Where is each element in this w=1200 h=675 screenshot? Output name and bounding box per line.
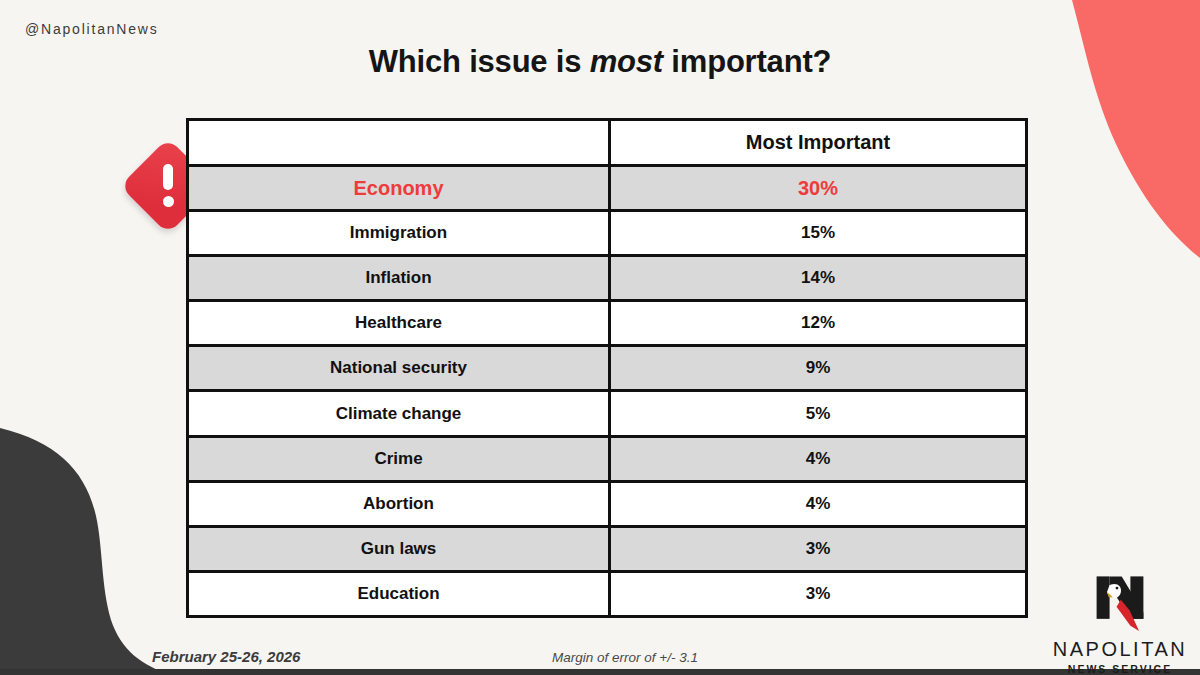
value-cell: 4% (608, 483, 1025, 525)
value-cell: 3% (608, 573, 1025, 615)
value-cell: 4% (608, 438, 1025, 480)
logo-tagline: NEWS SERVICE (1040, 663, 1200, 675)
page-title: Which issue is most important? (0, 44, 1200, 80)
issue-cell: Immigration (189, 212, 608, 254)
value-cell: 14% (608, 257, 1025, 299)
table-row: Education 3% (189, 570, 1025, 615)
logo-name: NAPOLITAN (1040, 638, 1200, 661)
title-prefix: Which issue is (369, 44, 590, 79)
poll-results-table: Most Important Economy 30% Immigration 1… (186, 118, 1028, 618)
table-row: National security 9% (189, 344, 1025, 389)
issue-cell: Healthcare (189, 302, 608, 344)
napolitan-n-eagle-icon (1094, 574, 1146, 636)
table-header-row: Most Important (189, 121, 1025, 164)
table-row: Inflation 14% (189, 254, 1025, 299)
poll-date: February 25-26, 2026 (152, 648, 300, 665)
bottom-strip (0, 669, 1200, 675)
issue-cell: Inflation (189, 257, 608, 299)
table-row: Immigration 15% (189, 209, 1025, 254)
table-row: Gun laws 3% (189, 525, 1025, 570)
table-row: Economy 30% (189, 164, 1025, 209)
value-cell: 9% (608, 347, 1025, 389)
value-cell: 3% (608, 528, 1025, 570)
value-header-cell: Most Important (608, 121, 1025, 164)
table-row: Crime 4% (189, 435, 1025, 480)
issue-cell: National security (189, 347, 608, 389)
value-cell: 30% (608, 167, 1025, 209)
issue-cell: Education (189, 573, 608, 615)
margin-of-error: Margin of error of +/- 3.1 (450, 650, 800, 665)
issue-cell: Crime (189, 438, 608, 480)
table-row: Healthcare 12% (189, 299, 1025, 344)
value-cell: 12% (608, 302, 1025, 344)
table-row: Abortion 4% (189, 480, 1025, 525)
coral-corner-blob (1072, 0, 1200, 258)
issue-header-cell (189, 121, 608, 164)
issue-cell: Gun laws (189, 528, 608, 570)
infographic-canvas: @NapolitanNews Which issue is most impor… (0, 0, 1200, 675)
social-handle: @NapolitanNews (25, 21, 159, 37)
title-suffix: important? (663, 44, 831, 79)
napolitan-logo: NAPOLITAN NEWS SERVICE (1040, 574, 1200, 675)
issue-cell: Abortion (189, 483, 608, 525)
value-cell: 5% (608, 392, 1025, 434)
table-row: Climate change 5% (189, 389, 1025, 434)
title-emphasis: most (590, 44, 663, 79)
value-cell: 15% (608, 212, 1025, 254)
issue-cell: Climate change (189, 392, 608, 434)
issue-cell: Economy (189, 167, 608, 209)
dark-corner-blob (0, 428, 172, 675)
